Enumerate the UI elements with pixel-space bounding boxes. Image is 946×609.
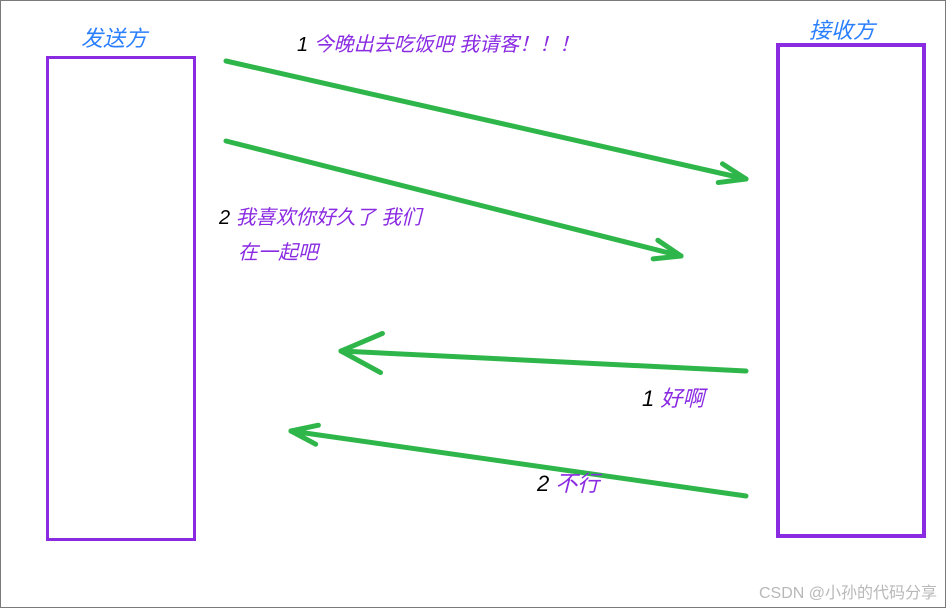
msg-send-1-num: 1 bbox=[297, 34, 308, 56]
msg-reply-1-num: 1 bbox=[642, 386, 654, 411]
receiver-box bbox=[776, 43, 926, 538]
diagram-canvas: 发送方 接收方 1 今晚出去吃饭吧 我请客！！！ 2 我喜欢你好久了 我们 在一… bbox=[0, 0, 946, 608]
msg-reply-2-text: 不行 bbox=[555, 471, 599, 496]
msg-send-2-text2: 在一起吧 bbox=[238, 242, 318, 264]
msg-send-2-line1: 2 我喜欢你好久了 我们 bbox=[219, 201, 421, 230]
msg-reply-2: 2 不行 bbox=[537, 466, 599, 498]
msg-reply-2-num: 2 bbox=[537, 471, 549, 496]
msg-reply-1: 1 好啊 bbox=[642, 381, 704, 413]
sender-title: 发送方 bbox=[81, 21, 147, 53]
msg-send-1: 1 今晚出去吃饭吧 我请客！！！ bbox=[297, 28, 579, 57]
watermark: CSDN @小孙的代码分享 bbox=[759, 579, 937, 603]
msg-send-2-line2: 在一起吧 bbox=[238, 236, 318, 265]
msg-send-1-text: 今晚出去吃饭吧 我请客！！！ bbox=[314, 34, 580, 56]
msg-reply-1-text: 好啊 bbox=[660, 386, 704, 411]
msg-send-2-num: 2 bbox=[219, 207, 230, 229]
receiver-title: 接收方 bbox=[809, 13, 875, 45]
sender-box bbox=[46, 56, 196, 541]
msg-send-2-text1: 我喜欢你好久了 我们 bbox=[236, 207, 422, 229]
